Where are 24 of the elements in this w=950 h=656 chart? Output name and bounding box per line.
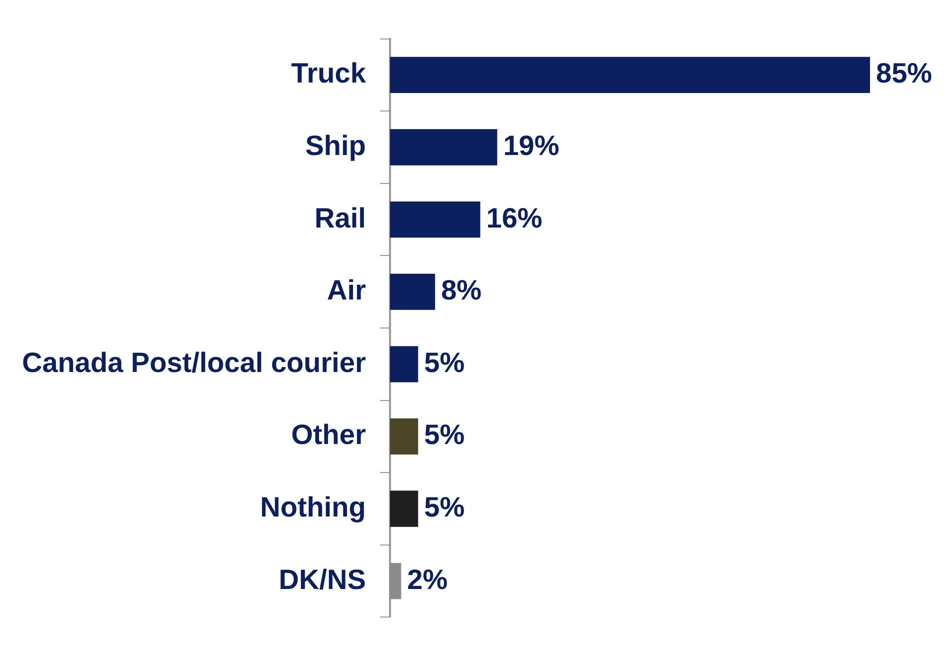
- y-tick-label: Air: [326, 274, 366, 306]
- y-tick-label: DK/NS: [278, 564, 366, 595]
- data-label: 19%: [503, 130, 560, 161]
- bar: [390, 129, 498, 166]
- data-label: 2%: [407, 564, 448, 595]
- data-label: 5%: [424, 491, 465, 522]
- bar: [390, 490, 418, 527]
- bar: [390, 418, 418, 455]
- data-label: 85%: [876, 58, 932, 89]
- bar: [390, 201, 480, 238]
- bar: [390, 274, 436, 310]
- y-tick-label: Nothing: [260, 491, 366, 522]
- data-label: 16%: [486, 202, 542, 234]
- bar: [390, 346, 418, 382]
- y-tick-label: Rail: [314, 202, 366, 234]
- bar: [390, 56, 870, 94]
- y-tick-label: Truck: [291, 58, 366, 89]
- data-label: 5%: [424, 419, 465, 450]
- data-label: 8%: [441, 274, 482, 306]
- y-tick-label: Canada Post/local courier: [22, 346, 366, 378]
- y-tick-label: Other: [291, 419, 366, 450]
- data-label: 5%: [424, 346, 465, 378]
- y-tick-label: Ship: [305, 130, 366, 161]
- bar: [390, 562, 402, 600]
